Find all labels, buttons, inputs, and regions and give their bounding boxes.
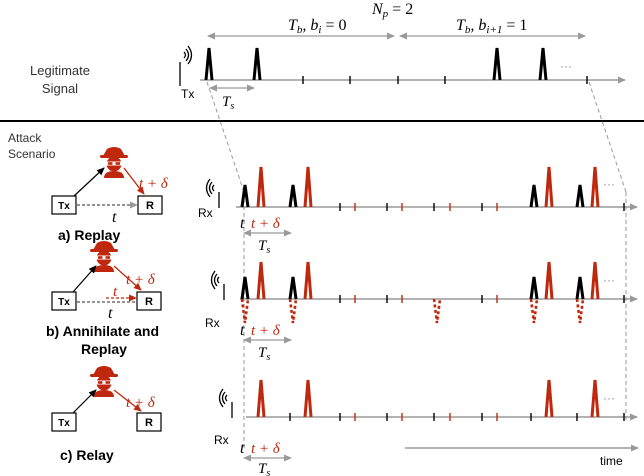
tx-box-a [51, 195, 77, 215]
scenario-replay-title: a) Replay [58, 227, 120, 243]
ts-label-c: Ts [258, 461, 270, 476]
attack-label-line1: Attack [8, 131, 42, 145]
t-row-b: t [240, 322, 245, 339]
legit-ticks [302, 76, 588, 84]
ts-label-a: Ts [258, 238, 270, 256]
scenario-replay-diagram: Tx R t t + δ [51, 147, 169, 226]
t-row-a: t [240, 215, 245, 232]
r-box-c [136, 412, 162, 432]
attack-label-line2: Scenario [8, 147, 56, 161]
dots-b: ··· [603, 273, 615, 287]
t-delta-label-c: t + δ [126, 395, 156, 411]
legit-pulses [204, 47, 548, 81]
time-label: time [600, 454, 623, 468]
rx-label-c: Rx [214, 433, 229, 447]
ticks-b [339, 295, 625, 303]
r-box-b-label: R [145, 296, 153, 308]
tx-box-b-label: Tx [58, 297, 70, 308]
rx-label-b: Rx [205, 316, 220, 330]
ticks-c [289, 413, 625, 421]
tx-antenna-icon [179, 45, 193, 86]
pulses-a [240, 166, 600, 208]
dots-c: ··· [603, 391, 615, 405]
t-delta-label-b: t + δ [126, 272, 156, 288]
pulses-c [256, 379, 600, 418]
t-label-b-red: t [113, 284, 118, 300]
annihilation-pulses-b [240, 298, 585, 324]
np-label: Np = 2 [371, 1, 413, 20]
tx-label: Tx [181, 87, 194, 101]
scenario-relay-diagram: Tx R t + δ [51, 366, 162, 432]
t-delta-row-a: t + δ [251, 216, 281, 232]
rx-antenna-icon-c [218, 388, 233, 418]
rx-antenna-icon-b [210, 270, 225, 300]
t-label-b: t [108, 305, 113, 322]
t-delta-row-c: t + δ [251, 441, 281, 457]
ticks-a [339, 203, 625, 211]
dots-a: ··· [603, 177, 615, 191]
r-box-a [137, 195, 163, 215]
tb0-label: Tb, bi = 0 [288, 17, 347, 36]
tx-box-a-label: Tx [58, 201, 70, 212]
tx-box-b [51, 291, 77, 311]
ts-label-legit: Ts [222, 94, 234, 112]
t-row-c: t [240, 440, 245, 457]
r-box-c-label: R [145, 417, 153, 429]
scenario-annihilate-title-line2: Replay [81, 341, 127, 357]
legit-label-line2: Signal [42, 81, 78, 96]
rx-antenna-icon-a [205, 178, 220, 208]
projection-guides [206, 81, 627, 450]
r-box-a-label: R [146, 200, 154, 212]
t-label-a: t [112, 209, 117, 226]
tx-box-c-label: Tx [58, 418, 70, 429]
t-delta-row-b: t + δ [251, 323, 281, 339]
scenario-annihilate-title-line1: b) Annihilate and [46, 323, 159, 339]
pulses-b [240, 261, 600, 300]
scenario-annihilate-diagram: Tx R t t t + δ [51, 241, 162, 322]
legit-label-line1: Legitimate [30, 63, 90, 78]
ts-label-b: Ts [258, 345, 270, 363]
rx-label-a: Rx [198, 206, 213, 220]
tx-box-c [51, 412, 77, 432]
r-box-b [136, 291, 162, 311]
legit-dots: ··· [560, 59, 572, 73]
scenario-relay-title: c) Relay [60, 447, 114, 463]
t-delta-label-a: t + δ [139, 176, 169, 192]
tb1-label: Tb, bi+1 = 1 [456, 17, 527, 36]
